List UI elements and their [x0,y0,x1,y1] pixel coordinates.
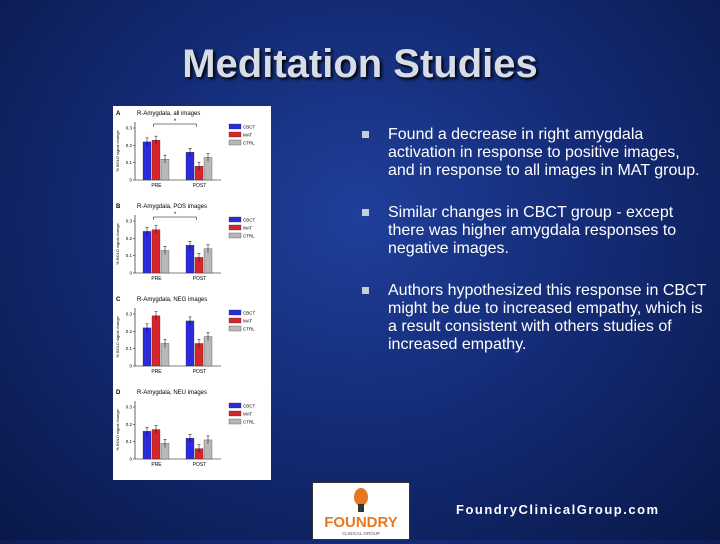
x-tick-label: PRE [151,369,162,375]
significance-bracket [153,216,197,220]
y-tick-label: 0.1 [126,346,133,351]
slide-title: Meditation Studies [182,42,538,86]
y-tick-label: 0.1 [126,160,133,165]
bar-cbct [185,152,195,181]
chart-title: R-Amygdala, NEG images [137,297,207,303]
bullet-text: Authors hypothesized this response in CB… [388,282,707,353]
bullet-marker-icon [362,287,369,294]
bullet-item: Similar changes in CBCT group - except t… [362,204,707,258]
legend-label: MAT [243,226,252,231]
legend-label: MAT [243,412,252,417]
chart-title: R-Amygdala, NEU images [137,390,207,396]
y-tick-label: 0.3 [126,405,133,410]
legend-swatch [228,139,242,146]
legend-label: MAT [243,319,252,324]
legend-swatch [228,402,242,409]
panel-letter: C [116,297,121,303]
x-tick-label: POST [193,462,207,468]
legend-label: CTRL [243,327,255,332]
legend-swatch [228,309,242,316]
bullet-text: Similar changes in CBCT group - except t… [388,204,677,257]
panel-letter: A [116,111,121,117]
bar-mat [151,429,161,460]
bar-cbct [142,141,152,181]
bar-ctrl [203,336,213,367]
legend-swatch [228,232,242,239]
legend-swatch [228,410,242,417]
y-axis-label: % BOLD signal change [115,316,120,358]
legend-label: CBCT [243,311,256,316]
foundry-logo: FOUNDRY CLINICAL GROUP [312,482,410,540]
y-tick-label: 0.3 [126,126,133,131]
logo-tagline: CLINICAL GROUP [342,531,380,536]
legend-label: MAT [243,133,252,138]
y-tick-label: 0.2 [126,329,133,334]
website-url[interactable]: FoundryClinicalGroup.com [456,502,660,517]
y-tick-label: 0 [129,178,132,183]
legend-swatch [228,418,242,425]
legend-label: CBCT [243,125,256,130]
legend-swatch [228,325,242,332]
y-tick-label: 0 [129,364,132,369]
bullet-marker-icon [362,209,369,216]
bullet-item: Found a decrease in right amygdala activ… [362,126,707,180]
chart-title: R-Amygdala, all images [137,111,200,117]
legend-label: CBCT [243,404,256,409]
legend-swatch [228,216,242,223]
x-tick-label: PRE [151,183,162,189]
legend-swatch [228,224,242,231]
legend-swatch [228,131,242,138]
bullet-item: Authors hypothesized this response in CB… [362,282,707,354]
y-tick-label: 0 [129,271,132,276]
significance-bracket [153,123,197,127]
flame-icon [354,488,368,512]
bullet-marker-icon [362,131,369,138]
bullet-text: Found a decrease in right amygdala activ… [388,126,700,179]
y-tick-label: 0.1 [126,439,133,444]
amygdala-bar-charts: A R-Amygdala, all images % BOLD signal cha… [115,111,256,468]
y-axis-label: % BOLD signal change [115,409,120,451]
y-tick-label: 0.1 [126,253,133,258]
logo-name: FOUNDRY [324,514,398,531]
x-tick-label: POST [193,369,207,375]
panel-letter: D [116,390,121,396]
legend-label: CTRL [243,141,255,146]
y-tick-label: 0.2 [126,422,133,427]
legend-label: CBCT [243,218,256,223]
bar-cbct [185,245,195,274]
legend-swatch [228,123,242,130]
legend-label: CTRL [243,234,255,239]
bar-cbct [142,327,152,367]
x-tick-label: PRE [151,276,162,282]
bar-mat [151,315,161,367]
bar-mat [151,229,161,274]
legend-label: CTRL [243,420,255,425]
chart-title: R-Amygdala, POS images [137,204,207,210]
bar-cbct [142,431,152,460]
y-tick-label: 0.3 [126,219,133,224]
y-tick-label: 0.3 [126,312,133,317]
x-tick-label: POST [193,183,207,189]
bar-cbct [185,320,195,367]
y-tick-label: 0.2 [126,236,133,241]
panel-letter: B [116,204,121,210]
bar-cbct [142,231,152,274]
legend-swatch [228,317,242,324]
bar-mat [151,139,161,181]
y-tick-label: 0 [129,457,132,462]
x-tick-label: PRE [151,462,162,468]
y-axis-label: % BOLD signal change [115,223,120,265]
amygdala-figure: A R-Amygdala, all images % BOLD signal cha… [113,106,271,480]
y-tick-label: 0.2 [126,143,133,148]
x-tick-label: POST [193,276,207,282]
y-axis-label: % BOLD signal change [115,130,120,172]
significance-marker: * [174,119,177,125]
bullet-list: Found a decrease in right amygdala activ… [362,126,707,378]
significance-marker: * [174,212,177,218]
